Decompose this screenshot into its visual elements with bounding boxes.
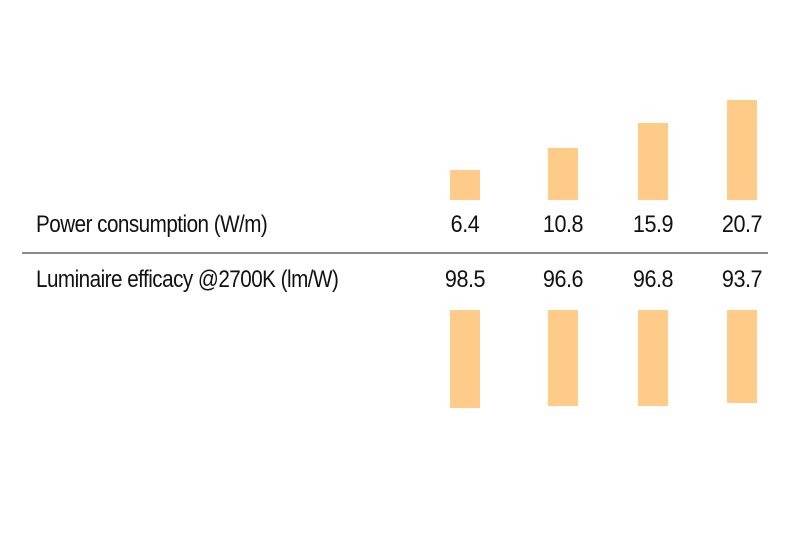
power-value-2: 10.8 [542, 211, 584, 238]
efficacy-value-4: 93.7 [721, 266, 763, 293]
efficacy-bar-2 [548, 310, 578, 406]
efficacy-row-label: Luminaire efficacy @2700K (lm/W) [36, 266, 339, 293]
power-value-3: 15.9 [632, 211, 674, 238]
efficacy-bar-1 [450, 310, 480, 408]
power-value-1: 6.4 [450, 211, 480, 238]
power-bar-4 [727, 100, 757, 200]
power-bar-2 [548, 148, 578, 200]
power-value-4: 20.7 [721, 211, 763, 238]
efficacy-value-2: 96.6 [542, 266, 584, 293]
efficacy-bar-3 [638, 310, 668, 406]
power-bar-3 [638, 123, 668, 200]
power-row-label: Power consumption (W/m) [36, 211, 268, 238]
power-bar-1 [450, 170, 480, 200]
efficacy-bar-4 [727, 310, 757, 403]
efficacy-value-1: 98.5 [444, 266, 486, 293]
row-divider [22, 252, 768, 254]
efficacy-value-3: 96.8 [632, 266, 674, 293]
